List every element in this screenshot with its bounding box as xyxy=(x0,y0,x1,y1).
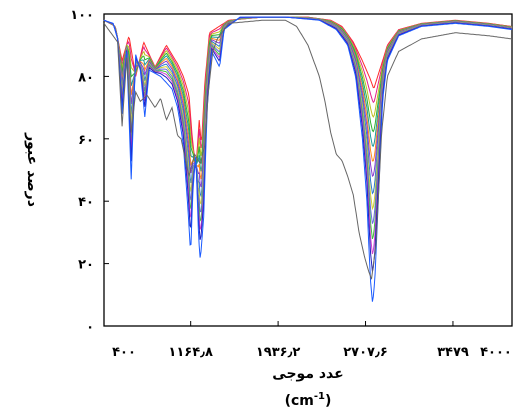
series-line-15 xyxy=(103,19,513,280)
series-line-14 xyxy=(103,16,513,302)
tick-layer: ۴۰۰ ۱۱۶۴٫۸ ۱۹۳۶٫۲ ۲۷۰۷٫۶ ۳۴۷۹ ۴۰۰۰ ۰ ۲۰ ۴۰ ۶۰ ۸۰ ۱۰… xyxy=(70,8,513,360)
y-axis-title: درصد عبور xyxy=(24,132,40,207)
x-tick-label: ۴۰۰ xyxy=(112,345,136,360)
plot-frame xyxy=(103,13,513,327)
x-tick-label: ۳۴۷۹ xyxy=(437,345,469,360)
x-axis-unit: (cm-1) xyxy=(285,391,332,409)
y-tick-label: ۱۰۰ xyxy=(70,8,94,23)
series-layer xyxy=(103,16,513,302)
x-axis-title: عدد موجی xyxy=(272,366,343,382)
x-tick-label: ۲۷۰۷٫۶ xyxy=(343,345,388,360)
x-tick-label: ۱۱۶۴٫۸ xyxy=(168,345,213,360)
y-tick-label: ۶۰ xyxy=(78,133,94,148)
x-tick-label: ۴۰۰۰ xyxy=(480,345,512,360)
y-tick-label: ۴۰ xyxy=(78,195,94,210)
y-tick-label: ۸۰ xyxy=(78,70,94,85)
y-tick-label: ۲۰ xyxy=(78,258,94,273)
x-tick-label: ۱۹۳۶٫۲ xyxy=(256,345,301,360)
y-tick-label: ۰ xyxy=(86,320,94,335)
